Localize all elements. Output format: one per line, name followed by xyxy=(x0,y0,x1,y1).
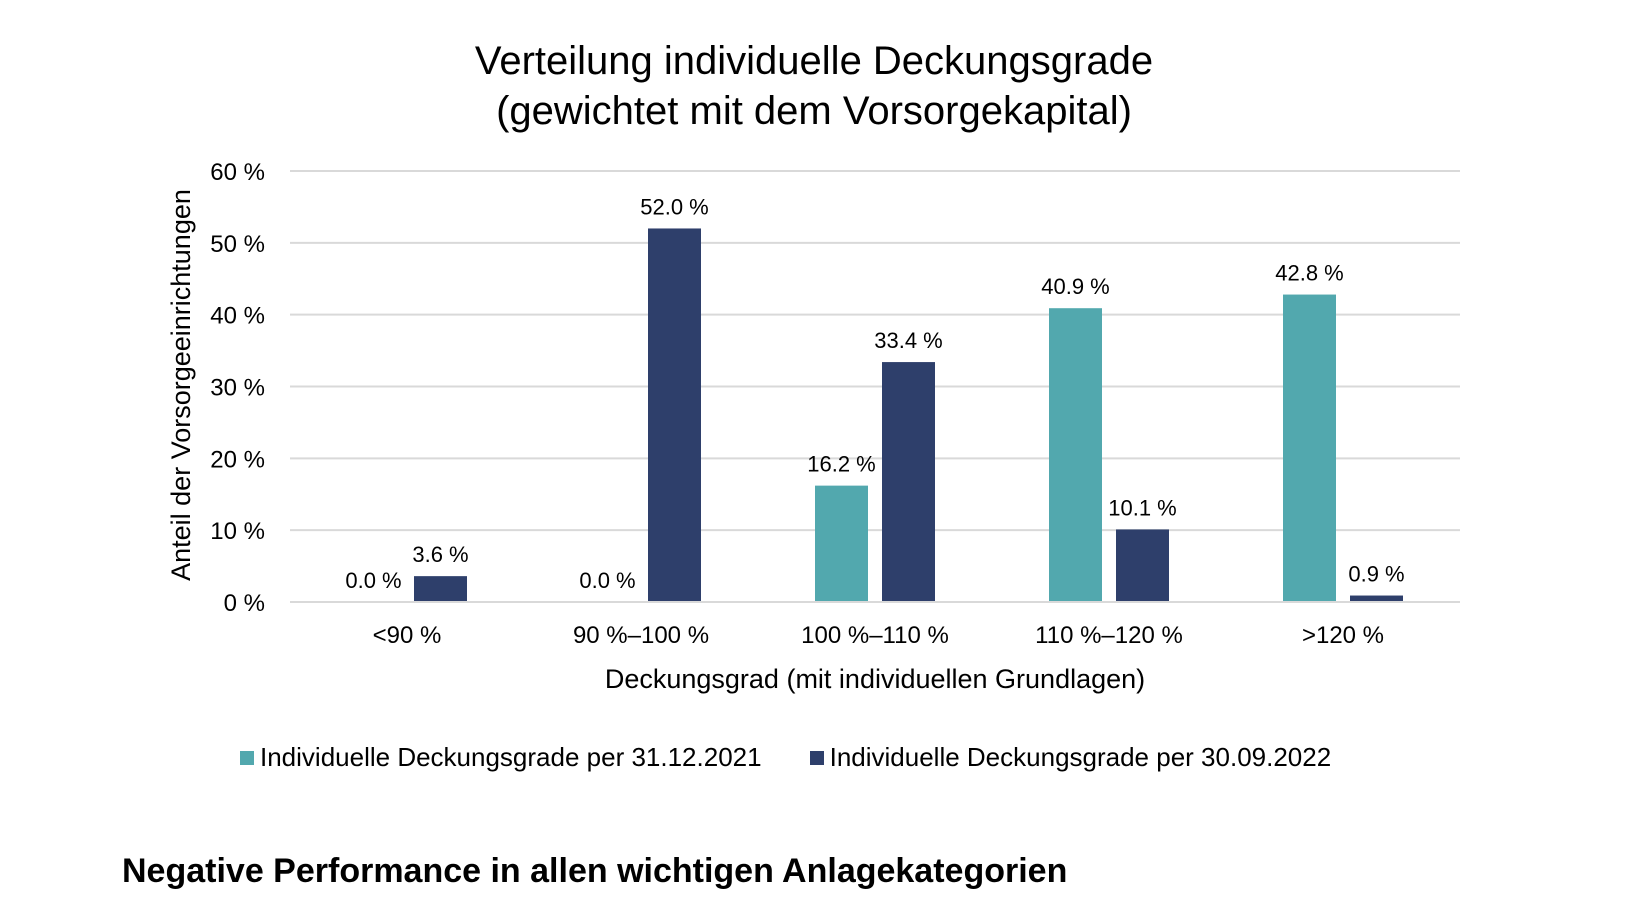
x-tick-label: 110 %–120 % xyxy=(1035,622,1183,649)
y-tick-label: 30 % xyxy=(210,375,265,402)
legend-label-2022: Individuelle Deckungsgrade per 30.09.202… xyxy=(829,742,1332,772)
x-axis-ticks: <90 % 90 %–100 % 100 %–110 % 110 %–120 % >12… xyxy=(373,622,1384,649)
bar xyxy=(648,228,701,602)
y-tick-label: 10 % xyxy=(210,518,265,545)
bar xyxy=(882,362,935,602)
y-axis-title: Anteil der Vorsorgeeinrichtungen xyxy=(166,189,196,581)
x-tick-label: <90 % xyxy=(373,622,442,649)
y-tick-label: 0 % xyxy=(224,590,265,617)
data-label: 0.0 % xyxy=(579,568,635,593)
legend: Individuelle Deckungsgrade per 31.12.202… xyxy=(240,742,1331,773)
legend-swatch-2021 xyxy=(240,750,254,765)
bar xyxy=(1116,529,1169,602)
bar xyxy=(1049,308,1102,602)
data-label: 42.8 % xyxy=(1275,261,1344,286)
data-label: 10.1 % xyxy=(1108,495,1177,520)
bar xyxy=(815,485,868,602)
chart-title-line-1: Verteilung individuelle Deckungsgrade xyxy=(474,39,1154,83)
data-label: 16.2 % xyxy=(807,452,876,477)
x-tick-label: 90 %–100 % xyxy=(573,622,709,649)
y-axis-ticks: 0 % 10 % 20 % 30 % 40 % 50 % 60 % xyxy=(210,159,265,617)
bar xyxy=(1283,294,1336,602)
data-label: 3.6 % xyxy=(412,542,468,567)
legend-label-2021: Individuelle Deckungsgrade per 31.12.202… xyxy=(260,742,762,772)
y-tick-label: 40 % xyxy=(210,303,265,330)
bars xyxy=(414,228,1403,602)
data-label: 33.4 % xyxy=(874,328,943,353)
x-axis-title: Deckungsgrad (mit individuellen Grundlag… xyxy=(605,664,1145,694)
chart-title-line-2: (gewichtet mit dem Vorsorgekapital) xyxy=(496,89,1132,133)
data-label: 52.0 % xyxy=(640,194,709,219)
bar xyxy=(414,576,467,602)
data-label: 0.0 % xyxy=(345,568,401,593)
bar xyxy=(1350,595,1403,602)
legend-item-2022: Individuelle Deckungsgrade per 30.09.202… xyxy=(809,742,1332,773)
legend-item-2021: Individuelle Deckungsgrade per 31.12.202… xyxy=(240,742,762,773)
chart-title: Verteilung individuelle Deckungsgrade (g… xyxy=(0,36,1628,136)
y-tick-label: 20 % xyxy=(210,446,265,473)
y-tick-label: 60 % xyxy=(210,159,265,186)
data-label: 0.9 % xyxy=(1348,562,1404,587)
section-heading: Negative Performance in allen wichtigen … xyxy=(122,852,1068,890)
y-tick-label: 50 % xyxy=(210,231,265,258)
x-tick-label: >120 % xyxy=(1302,622,1384,649)
bar-chart: 0 %10 %20 %30 %40 %50 %60 % 0.0 %3.6 %0.… xyxy=(166,159,1460,694)
data-label: 40.9 % xyxy=(1041,274,1110,299)
legend-swatch-2022 xyxy=(809,750,824,765)
x-tick-label: 100 %–110 % xyxy=(801,622,949,649)
data-labels: 0.0 % 3.6 % 0.0 % 52.0 % 16.2 % 33.4 % 40.9 % 1… xyxy=(345,194,1404,593)
